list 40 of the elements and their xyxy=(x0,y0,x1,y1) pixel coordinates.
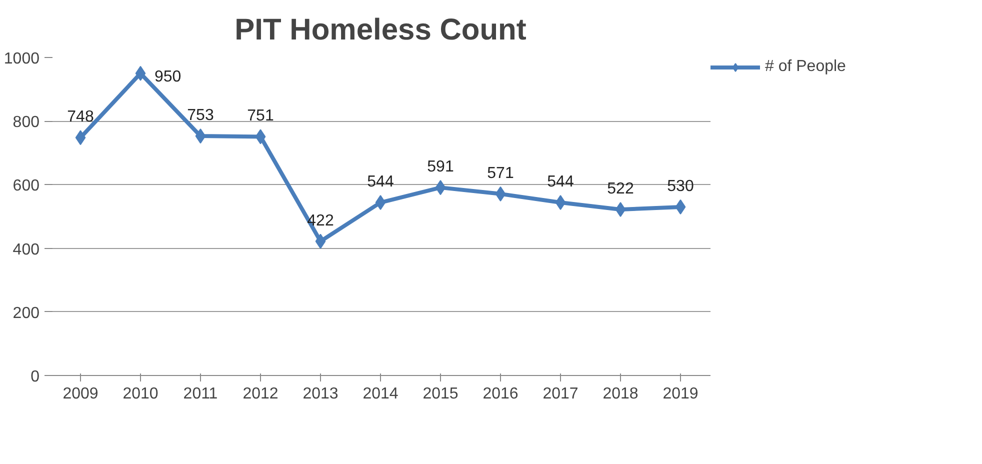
y-tick-label: 1000 xyxy=(4,50,40,68)
x-tick-label: 2015 xyxy=(422,386,458,402)
chart-title: PIT Homeless Count xyxy=(234,14,526,46)
x-tick-label: 2012 xyxy=(242,386,278,402)
data-label: 748 xyxy=(67,108,94,126)
data-label: 591 xyxy=(427,158,454,176)
data-label: 544 xyxy=(547,174,574,191)
data-label: 751 xyxy=(247,108,274,125)
x-tick-label: 2010 xyxy=(122,386,158,402)
x-tick-label: 2019 xyxy=(662,386,698,402)
x-tick-label: 2014 xyxy=(362,386,398,402)
data-label: 544 xyxy=(367,174,394,191)
y-tick-label: 800 xyxy=(12,114,40,132)
point xyxy=(495,186,506,202)
point xyxy=(435,180,446,196)
data-label: 571 xyxy=(487,164,514,182)
point xyxy=(555,195,566,210)
point xyxy=(375,195,386,210)
point xyxy=(135,66,146,81)
point xyxy=(615,202,626,218)
data-label: 522 xyxy=(607,180,634,198)
point xyxy=(675,199,686,214)
legend-label: # of People xyxy=(765,58,846,76)
point xyxy=(75,130,86,146)
x-tick-label: 2011 xyxy=(183,386,218,402)
x-tick-label: 2017 xyxy=(542,386,578,402)
point xyxy=(195,128,206,144)
data-label: 530 xyxy=(667,178,694,195)
data-label: 950 xyxy=(154,68,182,86)
y-tick-label: 600 xyxy=(12,178,40,195)
x-tick-label: 2018 xyxy=(602,386,638,402)
x-tick-label: 2009 xyxy=(62,386,98,402)
y-tick-label: 400 xyxy=(12,241,40,258)
y-tick-label: 0 xyxy=(30,368,40,386)
y-tick-label: 200 xyxy=(12,304,40,322)
x-tick-label: 2016 xyxy=(482,386,518,402)
point xyxy=(315,234,326,249)
x-tick-label: 2013 xyxy=(302,386,338,402)
data-label: 753 xyxy=(187,107,214,124)
point xyxy=(255,129,266,144)
